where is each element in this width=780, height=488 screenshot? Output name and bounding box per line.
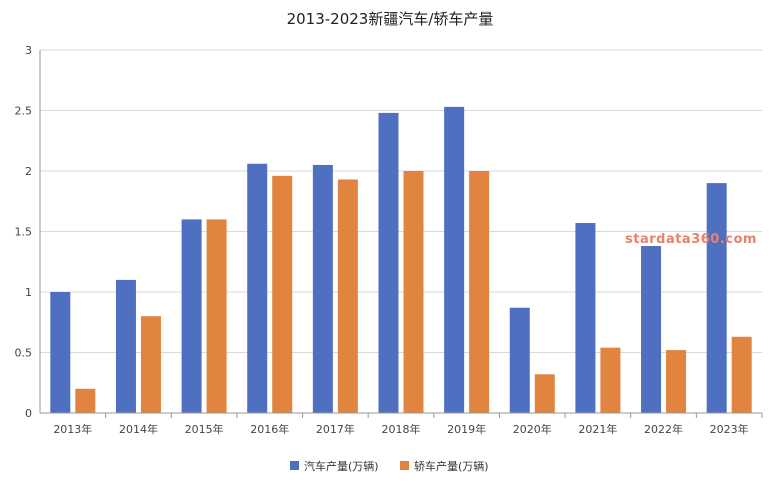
legend-label: 汽车产量(万辆) xyxy=(304,459,379,473)
bar-car xyxy=(247,163,268,413)
y-tick-label: 1.5 xyxy=(15,226,33,239)
x-tick-label: 2016年 xyxy=(250,422,289,436)
bar-sedan xyxy=(666,350,687,413)
bar-car xyxy=(444,106,465,414)
x-tick-label: 2018年 xyxy=(382,422,421,436)
bar-car xyxy=(312,164,333,413)
bar-sedan xyxy=(403,171,424,413)
legend-swatch xyxy=(290,461,299,470)
x-tick-label: 2023年 xyxy=(710,422,749,436)
x-tick-label: 2021年 xyxy=(578,422,617,436)
bar-sedan xyxy=(337,179,358,413)
y-tick-label: 2 xyxy=(25,165,32,178)
bar-car xyxy=(181,219,202,413)
chart-title: 2013-2023新疆汽车/轿车产量 xyxy=(286,10,494,28)
legend: 汽车产量(万辆) 轿车产量(万辆) xyxy=(290,459,489,473)
x-tick-label: 2020年 xyxy=(513,422,552,436)
bar-car xyxy=(575,223,596,413)
x-tick-label: 2022年 xyxy=(644,422,683,436)
bar-car xyxy=(641,246,662,413)
y-tick-label: 0 xyxy=(25,407,32,420)
bar-car xyxy=(509,307,530,413)
x-tick-label: 2013年 xyxy=(53,422,92,436)
bar-car xyxy=(706,183,727,413)
bar-sedan xyxy=(469,171,490,413)
y-tick-label: 2.5 xyxy=(15,105,33,118)
bar-sedan xyxy=(206,219,227,413)
bar-car xyxy=(115,279,136,413)
bar-car xyxy=(50,292,71,413)
x-tick-label: 2019年 xyxy=(447,422,486,436)
x-tick-label: 2017年 xyxy=(316,422,355,436)
bar-sedan xyxy=(75,388,96,413)
bars-layer xyxy=(50,106,752,414)
bar-car xyxy=(378,112,399,414)
x-tick-label: 2014年 xyxy=(119,422,158,436)
bar-sedan xyxy=(731,336,752,413)
y-tick-label: 3 xyxy=(25,44,32,57)
axis-layer: 0 0.5 1 1.5 2 2.5 3 2013年 2014年 2015年 2016年 2017年 20… xyxy=(15,44,763,436)
bar-sedan xyxy=(534,374,555,413)
bar-sedan xyxy=(140,316,161,413)
legend-label: 轿车产量(万辆) xyxy=(414,459,489,473)
x-tick-label: 2015年 xyxy=(185,422,224,436)
bar-sedan xyxy=(600,347,621,413)
legend-swatch xyxy=(400,461,409,470)
y-tick-label: 0.5 xyxy=(15,347,33,360)
bar-sedan xyxy=(272,175,293,413)
y-tick-label: 1 xyxy=(25,286,32,299)
watermark-text: stardata360.com xyxy=(625,232,757,247)
